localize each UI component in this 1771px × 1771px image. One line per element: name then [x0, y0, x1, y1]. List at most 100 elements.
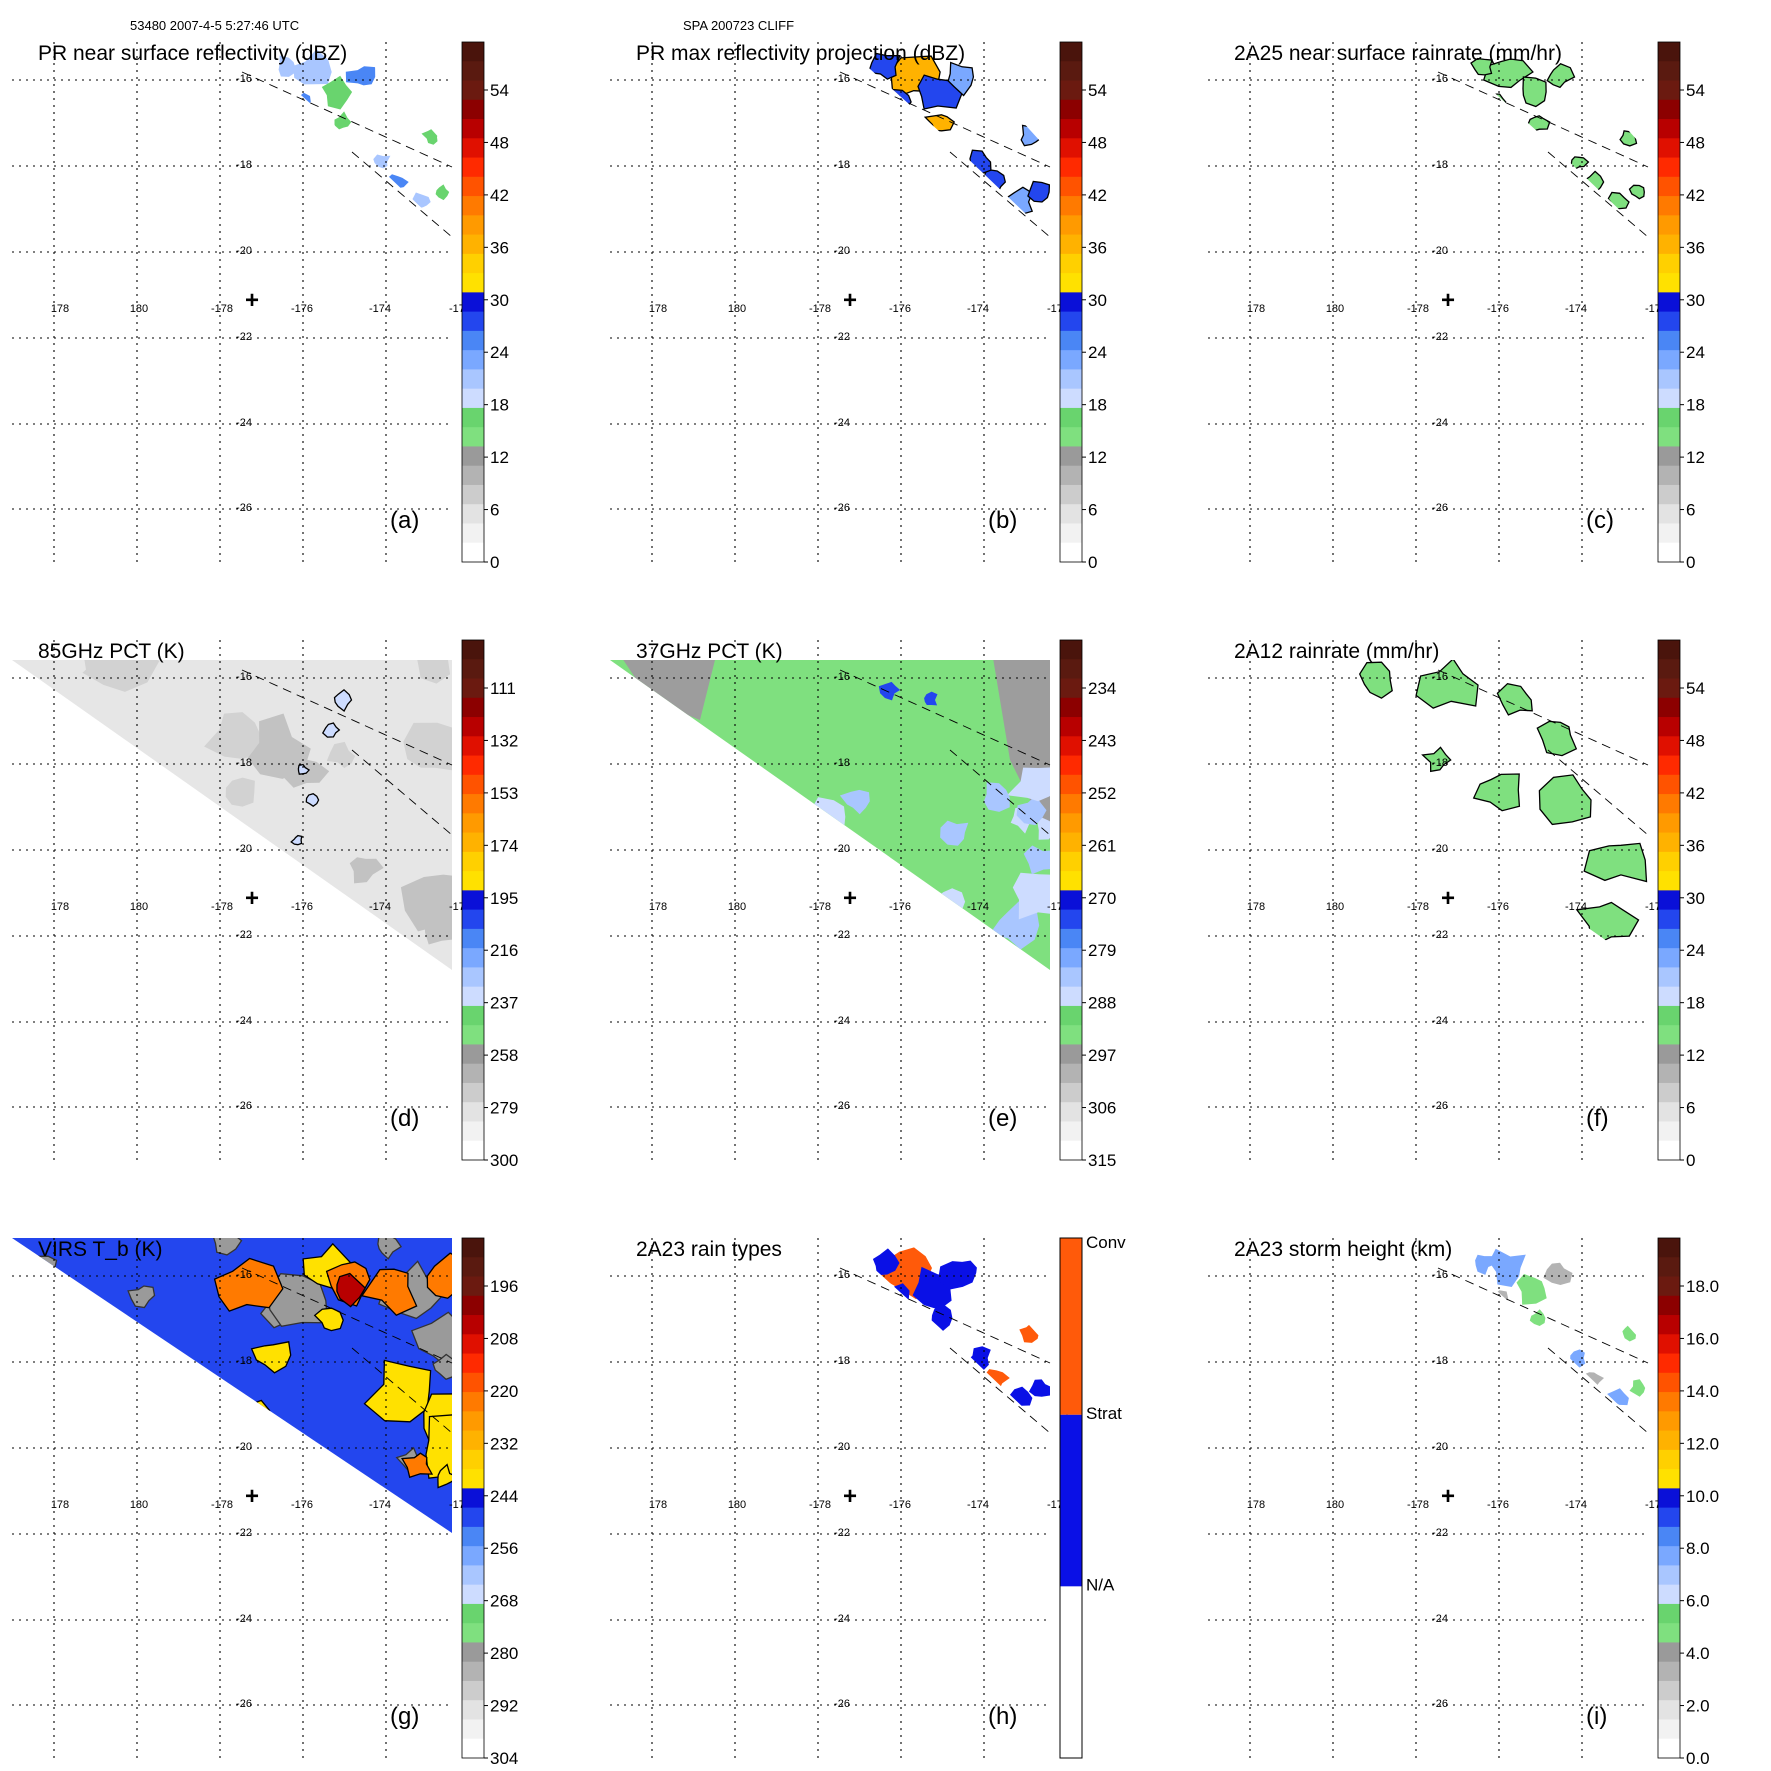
cb-label: 4.0	[1686, 1644, 1710, 1663]
lat-label: -22	[236, 929, 252, 941]
tb-patch	[349, 857, 384, 884]
colorbar: 111 132 153 174 195 216 237 258 279 300	[461, 639, 518, 1170]
cb-label: Conv	[1086, 1233, 1126, 1252]
cb-swatch	[462, 794, 484, 814]
pct-patch	[839, 789, 870, 815]
pct-patch	[922, 904, 960, 944]
cb-swatch	[462, 1603, 484, 1624]
tb-patch	[326, 741, 356, 769]
cb-label: 174	[490, 836, 518, 855]
pr-swath-edge	[351, 1347, 453, 1434]
cb-label: 42	[1088, 186, 1107, 205]
panel-f: 178 180 -178 -176 -174 -172-16-18-20-22-24-26…	[1208, 639, 1705, 1170]
echo-cell	[1470, 57, 1493, 76]
cb-label: 279	[1088, 941, 1116, 960]
cold-top	[437, 1463, 452, 1489]
colorbar: 54 48 42 36 30 24 18 12 6 0	[461, 41, 509, 572]
lon-label: -178	[1407, 901, 1429, 913]
lat-label: -24	[236, 1613, 252, 1625]
colorbar: Conv Strat N/A	[1059, 1233, 1126, 1759]
rain-area	[1536, 720, 1578, 757]
site-marker: +	[245, 1483, 259, 1510]
lat-label: -24	[834, 1015, 850, 1027]
cb-swatch	[1658, 1295, 1680, 1316]
cb-label: 6.0	[1686, 1592, 1710, 1611]
rain-area	[1538, 774, 1592, 826]
cb-swatch	[462, 42, 484, 62]
cb-swatch	[462, 157, 484, 178]
cb-swatch	[1060, 1005, 1082, 1026]
cb-label: 304	[490, 1749, 518, 1768]
cb-swatch	[462, 292, 484, 313]
pr-swath-edge	[241, 1267, 453, 1364]
cb-swatch	[462, 1738, 484, 1759]
cb-swatch	[462, 1025, 484, 1045]
lat-label: -22	[236, 1527, 252, 1539]
lon-label: -176	[1487, 1499, 1509, 1511]
echo-cell	[373, 154, 391, 169]
cb-label: 2.0	[1686, 1697, 1710, 1716]
cb-label: 36	[1686, 238, 1705, 257]
cb-swatch	[1060, 407, 1082, 428]
cb-label: 268	[490, 1592, 518, 1611]
lat-label: -22	[1432, 1527, 1448, 1539]
echo-cell	[1570, 156, 1590, 172]
pct-patch	[929, 888, 966, 918]
cb-swatch	[1658, 1411, 1680, 1432]
cb-label: 36	[1686, 836, 1705, 855]
pr-swath-edge	[839, 1267, 1051, 1364]
lon-label: 180	[130, 901, 148, 913]
cb-label: 36	[1088, 238, 1107, 257]
tb-patch	[83, 660, 141, 682]
cb-label: 12	[490, 448, 509, 467]
cb-swatch	[1658, 1372, 1680, 1393]
warm-cloud	[410, 1311, 452, 1369]
warm-cloud	[377, 1238, 403, 1260]
echo-cell	[983, 1369, 1010, 1393]
rain-area	[1358, 661, 1393, 699]
cb-swatch	[1060, 659, 1082, 680]
cb-swatch	[1060, 234, 1082, 255]
cb-swatch	[1060, 311, 1082, 332]
lat-label: -26	[236, 502, 252, 514]
panel-letter: (c)	[1586, 507, 1614, 534]
cb-label: 261	[1088, 836, 1116, 855]
pr-swath-echoes	[278, 49, 450, 226]
echo-cell	[334, 111, 352, 131]
cb-frame	[461, 41, 485, 563]
cb-label: 54	[1088, 81, 1107, 100]
warm-cloud	[12, 1322, 36, 1345]
cb-label: 0	[1088, 553, 1097, 572]
cb-swatch	[1658, 1565, 1680, 1586]
cb-swatch	[462, 1507, 484, 1528]
lat-label: -24	[1432, 1015, 1448, 1027]
cb-label: 12	[1686, 448, 1705, 467]
cb-swatch	[1658, 523, 1680, 544]
lon-label: -174	[369, 303, 391, 315]
cb-label: Strat	[1086, 1404, 1122, 1423]
cb-swatch	[462, 215, 484, 236]
echo-cell	[1488, 93, 1507, 111]
cb-conv	[1060, 1238, 1082, 1415]
cold-top	[363, 1359, 432, 1423]
cb-swatch	[1060, 253, 1082, 274]
lat-label: -24	[834, 417, 850, 429]
lat-label: -20	[834, 1441, 850, 1453]
lon-label: 180	[1326, 1499, 1344, 1511]
cb-swatch	[462, 1411, 484, 1432]
cb-swatch	[1658, 369, 1680, 390]
cb-swatch	[1060, 1044, 1082, 1065]
cb-swatch	[1658, 350, 1680, 370]
cb-swatch	[462, 1372, 484, 1393]
panel-title: PR near surface reflectivity (dBZ)	[38, 42, 347, 65]
echo-cell	[931, 1303, 953, 1332]
cb-swatch	[1658, 1082, 1680, 1103]
echo-cell	[295, 92, 311, 112]
echo-cell	[386, 174, 409, 190]
lat-label: -18	[236, 1355, 252, 1367]
cb-swatch	[1060, 1063, 1082, 1084]
cb-swatch	[1060, 948, 1082, 968]
cold-top	[426, 1252, 452, 1299]
echo-cell	[1629, 1379, 1646, 1397]
